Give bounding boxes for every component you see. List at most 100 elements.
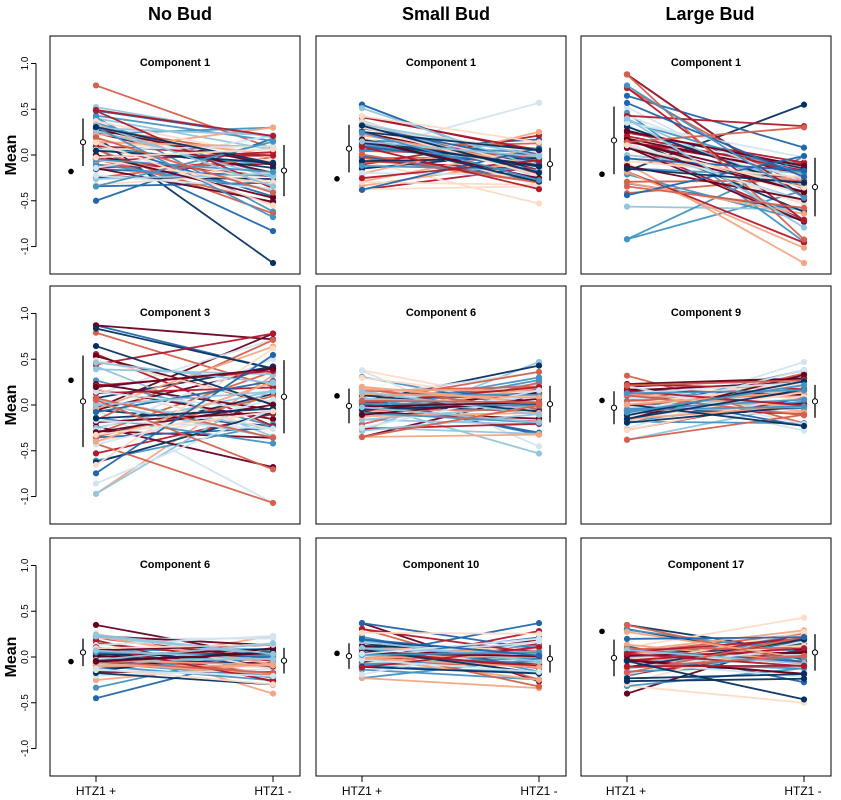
htz1-minus-point xyxy=(535,128,543,136)
htz1-minus-point xyxy=(269,189,277,196)
htz1-minus-point xyxy=(269,434,277,441)
htz1-plus-summary-mean xyxy=(610,404,618,411)
htz1-minus-point xyxy=(800,358,808,366)
htz1-plus-point xyxy=(623,165,631,172)
panel-3: Component 1 xyxy=(580,35,832,275)
y-axis-label-row-3: Mean xyxy=(3,637,20,678)
htz1-minus-point xyxy=(269,640,277,647)
htz1-minus-point xyxy=(535,643,543,651)
extra-point xyxy=(599,171,605,178)
htz1-plus-point xyxy=(92,106,100,114)
panel-title: Component 6 xyxy=(406,307,476,319)
htz1-minus-point xyxy=(535,664,543,671)
htz1-plus-summary-mean xyxy=(345,145,353,152)
htz1-minus-point xyxy=(800,179,808,186)
htz1-minus-point xyxy=(269,499,277,507)
paired-line xyxy=(361,668,540,681)
htz1-plus-point xyxy=(358,397,366,404)
htz1-plus-point xyxy=(623,178,631,185)
htz1-minus-point xyxy=(269,202,277,209)
htz1-minus-summary-mean xyxy=(546,655,554,662)
htz1-minus-summary-mean xyxy=(811,398,819,405)
htz1-plus-point xyxy=(623,128,631,135)
htz1-plus-point xyxy=(92,666,100,674)
htz1-plus-point xyxy=(92,359,100,366)
paired-line xyxy=(626,73,805,241)
htz1-minus-point xyxy=(535,139,543,146)
paired-line xyxy=(361,115,540,144)
y-tick-label: 0.5 xyxy=(20,102,31,116)
htz1-minus-point xyxy=(269,351,277,359)
paired-line xyxy=(626,185,805,209)
paired-line xyxy=(95,109,274,137)
paired-line xyxy=(626,652,805,668)
htz1-minus-point xyxy=(269,168,277,176)
panel-8: Component 10 xyxy=(315,537,567,782)
paired-line xyxy=(95,331,274,388)
htz1-plus-point xyxy=(92,396,100,404)
htz1-minus-point xyxy=(269,440,277,447)
paired-line xyxy=(95,338,274,396)
htz1-plus-summary-mean xyxy=(79,139,87,146)
paired-line xyxy=(95,649,274,661)
htz1-plus-point xyxy=(92,631,100,638)
htz1-plus-point xyxy=(92,480,100,487)
paired-line xyxy=(626,374,805,421)
paired-line xyxy=(95,145,274,157)
htz1-plus-point xyxy=(92,415,100,422)
paired-line xyxy=(626,167,805,184)
htz1-minus-point xyxy=(800,173,808,181)
paired-line xyxy=(361,165,540,191)
htz1-minus-point xyxy=(800,236,808,243)
htz1-plus-point xyxy=(358,129,366,136)
paired-line xyxy=(626,413,805,441)
htz1-plus-point xyxy=(92,658,100,665)
series-lines xyxy=(623,358,808,443)
htz1-minus-point xyxy=(269,396,277,403)
htz1-plus-point xyxy=(92,409,100,416)
htz1-minus-point xyxy=(269,330,277,337)
extra-point xyxy=(334,176,340,182)
htz1-plus-point xyxy=(623,372,631,379)
htz1-minus-point xyxy=(535,450,543,457)
htz1-plus-point xyxy=(358,645,366,652)
paired-line xyxy=(95,386,274,395)
paired-line xyxy=(626,629,805,652)
extra-point xyxy=(68,377,74,384)
htz1-plus-point xyxy=(92,647,100,654)
htz1-minus-point xyxy=(535,630,543,637)
htz1-minus-point xyxy=(269,466,277,473)
panel-1: Component 1 xyxy=(49,35,301,275)
extra-point xyxy=(599,397,605,404)
htz1-plus-point xyxy=(92,402,100,409)
panel-title: Component 3 xyxy=(140,307,210,319)
x-tick-label-htz1-plus-col2: HTZ1 + xyxy=(342,784,382,798)
htz1-minus-point xyxy=(800,412,808,419)
htz1-plus-point xyxy=(92,366,100,373)
htz1-plus-point xyxy=(358,671,366,678)
y-tick-label: 0.5 xyxy=(20,352,31,366)
paired-line xyxy=(95,367,274,388)
paired-line xyxy=(95,324,274,341)
htz1-plus-point xyxy=(358,122,366,129)
htz1-minus-point xyxy=(535,635,543,642)
htz1-plus-point xyxy=(623,71,631,78)
paired-line xyxy=(626,147,805,193)
htz1-plus-point xyxy=(623,183,631,190)
paired-line xyxy=(95,380,274,414)
series-lines xyxy=(92,82,277,267)
paired-line xyxy=(95,669,274,677)
htz1-plus-point xyxy=(358,620,366,627)
paired-line xyxy=(361,185,540,191)
htz1-minus-point xyxy=(535,652,543,659)
panel-title: Component 6 xyxy=(140,559,210,571)
htz1-minus-point xyxy=(800,652,808,659)
paired-line xyxy=(626,157,805,172)
y-axes: 1.0 0.5 0.0 -0.5 -1.0 1.0 0.5 0.0 -0.5 -1.0 1.0 0.5… xyxy=(20,56,37,757)
paired-line xyxy=(361,433,540,438)
htz1-minus-point xyxy=(800,427,808,434)
paired-line xyxy=(95,635,274,646)
htz1-plus-point xyxy=(623,382,631,389)
htz1-minus-point xyxy=(269,681,277,688)
x-axis-labels: HTZ1 + HTZ1 - HTZ1 + HTZ1 - HTZ1 + HTZ1 … xyxy=(76,784,822,798)
